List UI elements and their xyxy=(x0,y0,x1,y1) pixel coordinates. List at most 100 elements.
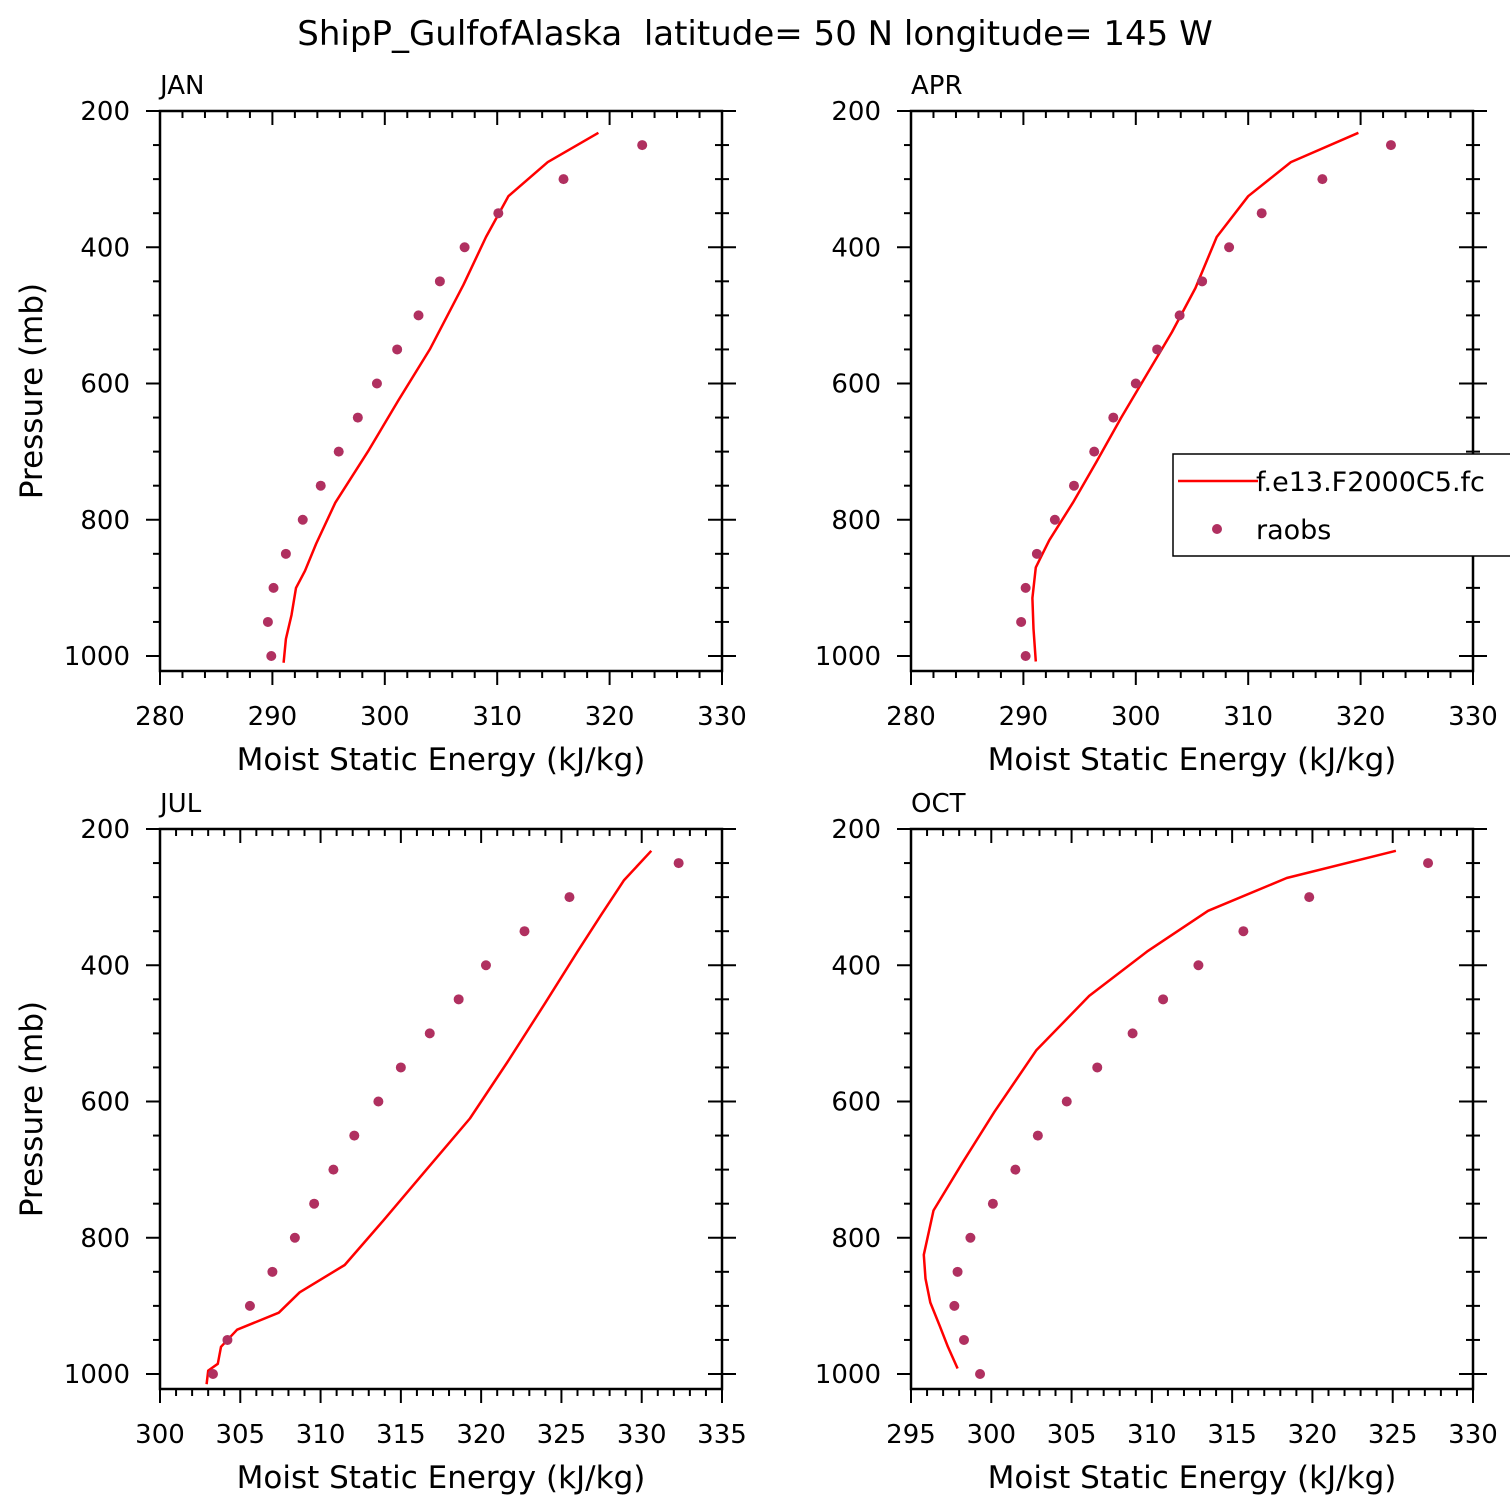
raobs-point xyxy=(207,1369,218,1379)
raobs-point xyxy=(1174,310,1185,321)
raobs-point xyxy=(434,276,445,287)
plot-frame xyxy=(158,827,724,1391)
x-tick-label: 290 xyxy=(999,702,1049,732)
raobs-point xyxy=(392,344,403,355)
x-tick-label: 320 xyxy=(585,702,635,732)
y-axis-label: Pressure (mb) xyxy=(14,1001,50,1217)
x-axis-label: Moist Static Energy (kJ/kg) xyxy=(988,1460,1397,1496)
raobs-point xyxy=(373,1096,384,1107)
x-tick-label: 320 xyxy=(1288,1420,1338,1450)
panel-label: JAN xyxy=(158,71,204,101)
raobs-point xyxy=(958,1334,969,1345)
raobs-point xyxy=(949,1300,960,1311)
legend-obs-marker xyxy=(1212,524,1222,534)
x-tick-label: 295 xyxy=(886,1420,936,1450)
raobs-point xyxy=(673,858,684,869)
raobs-point xyxy=(1092,1062,1103,1073)
raobs-point xyxy=(413,310,424,321)
y-tick-label: 200 xyxy=(831,815,881,845)
raobs-point xyxy=(1020,582,1031,593)
raobs-point xyxy=(1032,1130,1043,1141)
legend-box xyxy=(1172,453,1510,557)
x-tick-label: 330 xyxy=(617,1420,667,1450)
y-tick-label: 200 xyxy=(831,97,881,127)
raobs-point xyxy=(1016,616,1027,627)
panel-label: OCT xyxy=(911,789,966,819)
raobs-point xyxy=(1089,446,1100,457)
raobs-point xyxy=(519,926,530,937)
y-tick-label: 600 xyxy=(831,370,881,400)
raobs-point xyxy=(289,1232,300,1243)
raobs-point xyxy=(1256,208,1267,219)
panel-apr: APR 280 290 300 310 320 330 200 400 600 800 1000 Moi… xyxy=(815,71,1498,778)
raobs-point xyxy=(1317,174,1328,185)
raobs-point xyxy=(349,1130,360,1141)
raobs-point xyxy=(424,1028,435,1039)
y-tick-label: 400 xyxy=(80,233,130,263)
raobs-point xyxy=(1197,276,1208,287)
y-tick-label: 800 xyxy=(831,1224,881,1254)
model-line xyxy=(922,849,1397,1370)
x-tick-label: 300 xyxy=(1111,702,1161,732)
raobs-point xyxy=(1130,378,1141,389)
x-axis-label: Moist Static Energy (kJ/kg) xyxy=(988,742,1397,778)
raobs-point xyxy=(244,1300,255,1311)
y-tick-label: 600 xyxy=(831,1088,881,1118)
plot-frame xyxy=(909,109,1475,673)
panel-jan: JAN 280 290 300 310 320 330 200 400 600 800 1000 Moi… xyxy=(14,71,747,778)
raobs-point xyxy=(267,1266,278,1277)
panel-label: JUL xyxy=(158,789,202,819)
x-tick-label: 300 xyxy=(360,702,410,732)
x-tick-label: 320 xyxy=(1336,702,1386,732)
raobs-point xyxy=(1010,1164,1021,1175)
raobs-point xyxy=(222,1334,233,1345)
x-tick-label: 330 xyxy=(1448,702,1498,732)
raobs-point xyxy=(1423,858,1434,869)
x-axis-label: Moist Static Energy (kJ/kg) xyxy=(237,742,646,778)
x-tick-label: 280 xyxy=(135,702,185,732)
raobs-point xyxy=(1193,960,1204,971)
x-axis-label: Moist Static Energy (kJ/kg) xyxy=(237,1460,646,1496)
legend: f.e13.F2000C5.fc raobs xyxy=(1172,453,1510,557)
x-tick-label: 310 xyxy=(1223,702,1273,732)
x-tick-label: 320 xyxy=(456,1420,506,1450)
y-tick-label: 200 xyxy=(80,97,130,127)
raobs-point xyxy=(493,208,504,219)
raobs-point xyxy=(1108,412,1119,423)
x-tick-label: 335 xyxy=(697,1420,747,1450)
y-tick-label: 200 xyxy=(80,815,130,845)
raobs-point xyxy=(371,378,382,389)
raobs-point xyxy=(1238,926,1249,937)
raobs-point xyxy=(352,412,363,423)
x-tick-label: 325 xyxy=(537,1420,587,1450)
raobs-point xyxy=(1061,1096,1072,1107)
y-tick-label: 400 xyxy=(831,233,881,263)
y-tick-label: 600 xyxy=(80,370,130,400)
legend-model-label: f.e13.F2000C5.fc xyxy=(1256,467,1485,498)
x-tick-label: 300 xyxy=(135,1420,185,1450)
y-tick-label: 1000 xyxy=(64,1360,130,1390)
raobs-point xyxy=(1304,892,1315,903)
panel-oct: OCT 295 300 305 310 315 320 325 330 200 400 600 800 1… xyxy=(815,789,1498,1496)
raobs-point xyxy=(952,1266,963,1277)
y-tick-label: 600 xyxy=(80,1088,130,1118)
raobs-point xyxy=(315,480,326,491)
raobs-point xyxy=(1049,514,1060,525)
y-tick-label: 1000 xyxy=(815,1360,881,1390)
raobs-point xyxy=(266,651,277,661)
x-tick-label: 300 xyxy=(966,1420,1016,1450)
x-tick-label: 305 xyxy=(1047,1420,1097,1450)
x-tick-label: 310 xyxy=(296,1420,346,1450)
raobs-point xyxy=(309,1198,320,1209)
y-tick-label: 1000 xyxy=(815,642,881,672)
raobs-point xyxy=(297,514,308,525)
raobs-point xyxy=(459,242,470,253)
raobs-point xyxy=(280,548,291,559)
raobs-point xyxy=(987,1198,998,1209)
raobs-point xyxy=(558,174,569,185)
raobs-point xyxy=(262,616,273,627)
y-tick-label: 400 xyxy=(831,951,881,981)
plot-frame xyxy=(909,827,1475,1391)
x-tick-label: 310 xyxy=(1127,1420,1177,1450)
